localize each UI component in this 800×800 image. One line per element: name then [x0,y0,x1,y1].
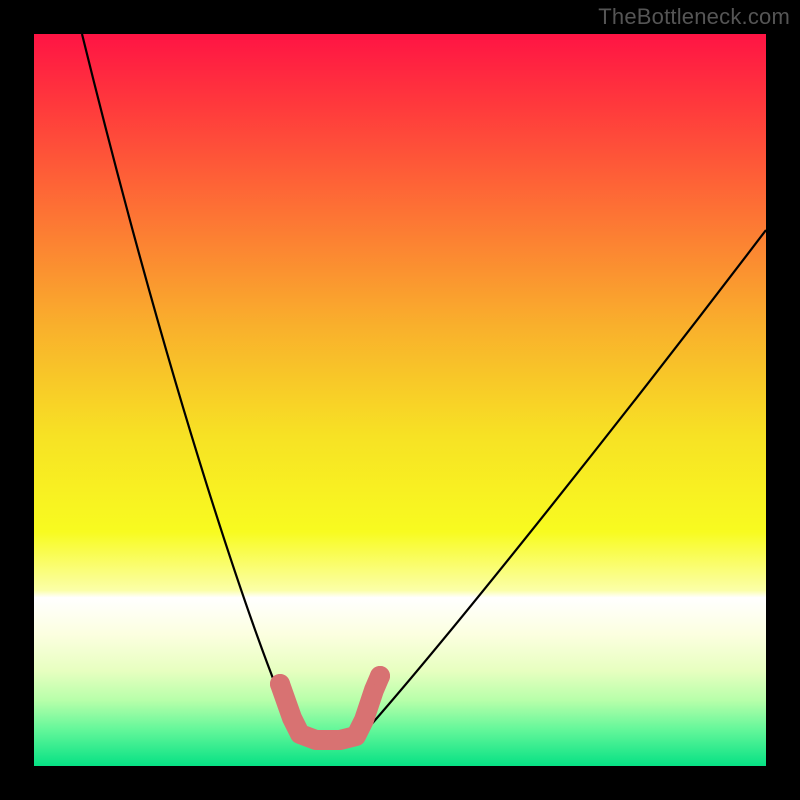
marker-end-dot [270,674,290,694]
chart-container: TheBottleneck.com [0,0,800,800]
bottleneck-chart [0,0,800,800]
chart-background [34,34,766,766]
watermark-text: TheBottleneck.com [598,4,790,30]
marker-end-dot [370,666,390,686]
